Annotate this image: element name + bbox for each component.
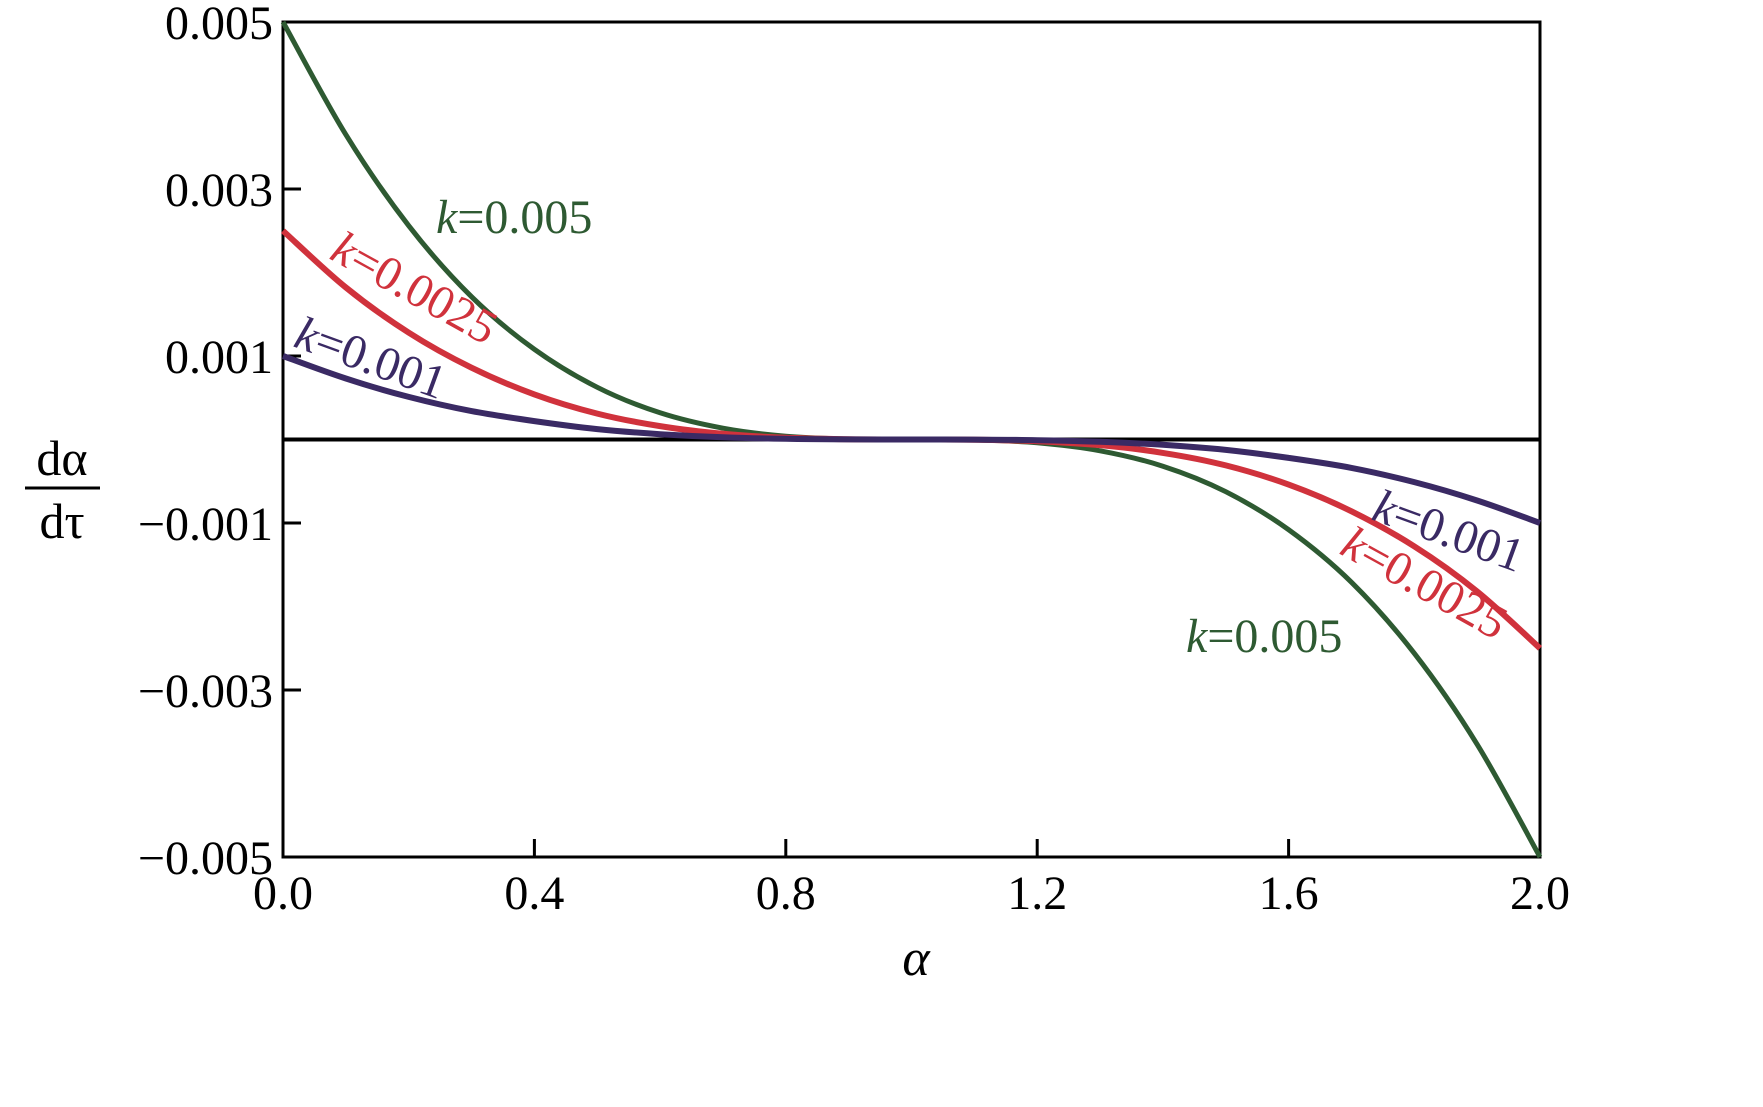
x-tick-label: 1.6 bbox=[1259, 867, 1319, 920]
y-tick-label: 0.003 bbox=[165, 164, 273, 217]
y-tick-label: −0.005 bbox=[138, 832, 273, 885]
x-tick-label: 1.2 bbox=[1007, 867, 1067, 920]
series-label-k0005-left: k=0.005 bbox=[436, 191, 592, 244]
series-line-2 bbox=[281, 353, 1542, 526]
x-tick-label: 0.4 bbox=[504, 867, 564, 920]
x-tick-label: 0.8 bbox=[756, 867, 816, 920]
y-axis-title: dα dτ bbox=[25, 430, 100, 549]
tick-labels: 0.0 0.4 0.8 1.2 1.6 2.0 0.005 0.003 0.001 −0.001 −… bbox=[138, 0, 1570, 920]
y-tick-label: 0.001 bbox=[165, 331, 273, 384]
y-tick-label: 0.005 bbox=[165, 0, 273, 50]
x-tick-label: 0.0 bbox=[253, 867, 313, 920]
x-axis-title: α bbox=[902, 930, 931, 987]
series-label-k0005-right: k=0.005 bbox=[1186, 610, 1342, 663]
ticks bbox=[281, 20, 1542, 859]
x-tick-label: 2.0 bbox=[1510, 867, 1570, 920]
y-tick-label: −0.001 bbox=[138, 498, 273, 551]
series-lines bbox=[280, 20, 1543, 859]
y-tick-label: −0.003 bbox=[138, 665, 273, 718]
y-axis-title-denominator: dτ bbox=[39, 493, 84, 549]
y-axis-title-numerator: dα bbox=[36, 430, 87, 486]
